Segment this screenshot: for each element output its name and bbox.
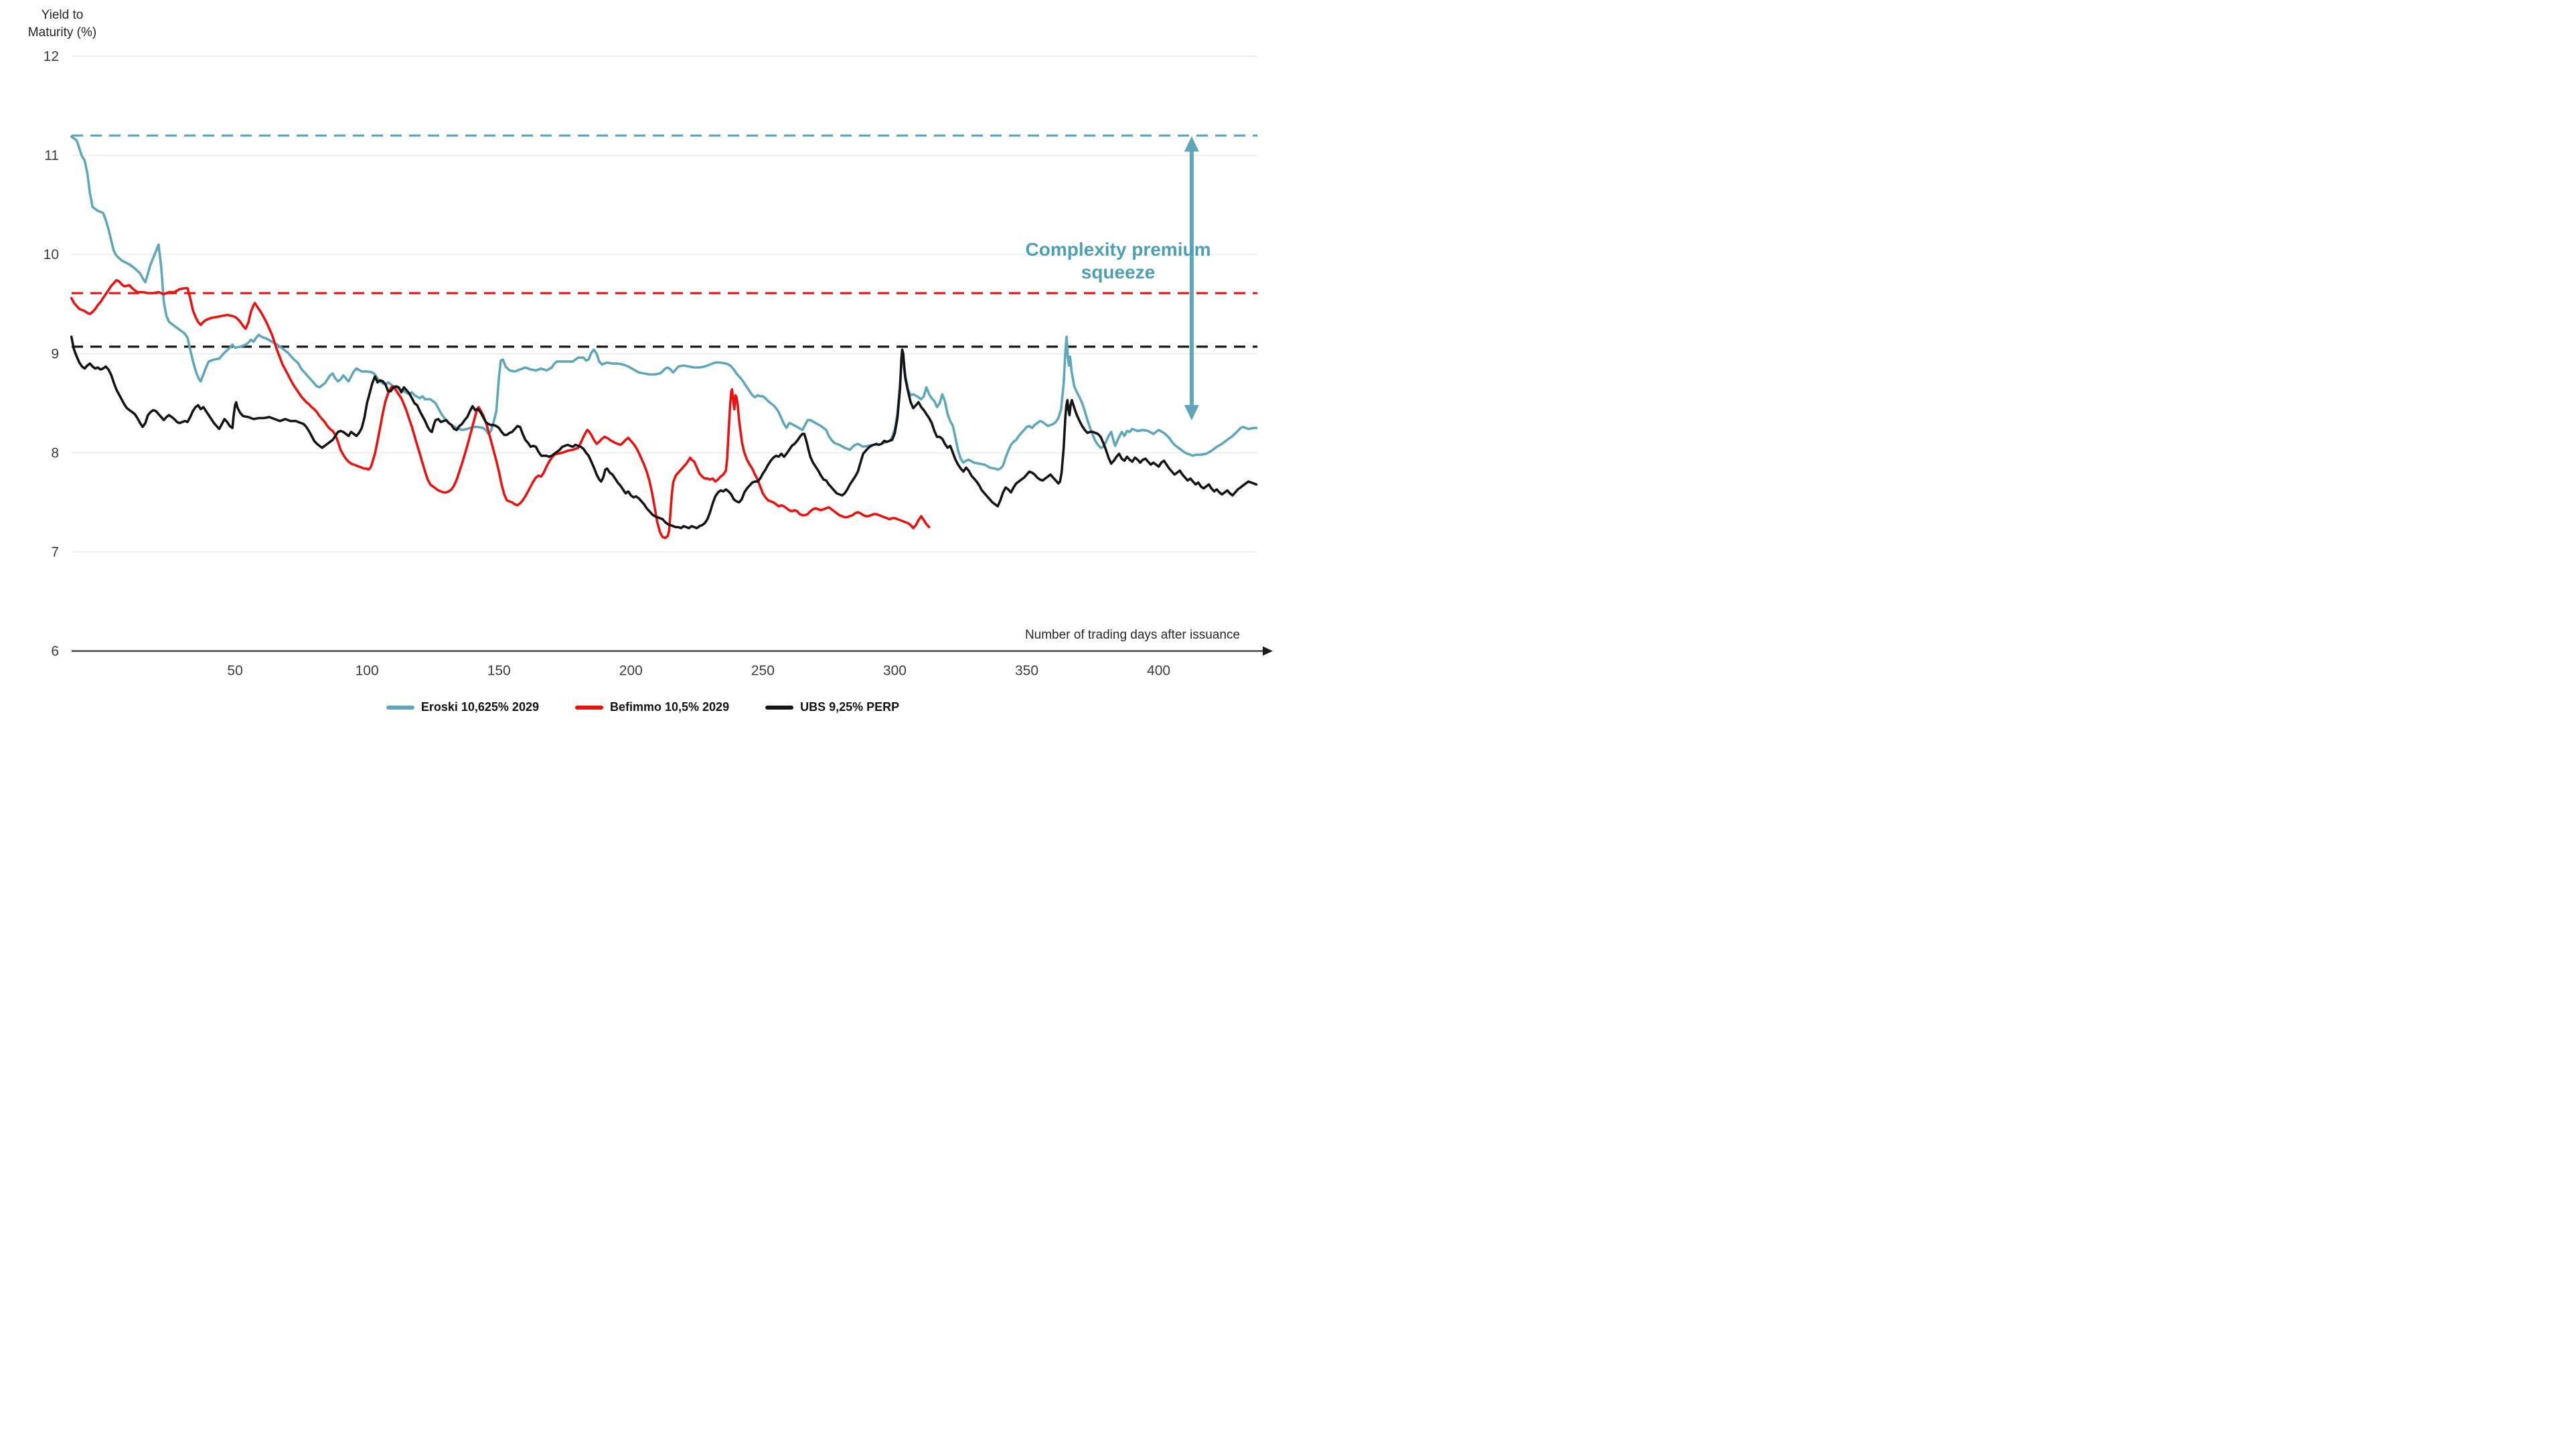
series-line-befimmo	[70, 278, 931, 540]
y-tick-label-11: 11	[44, 148, 59, 163]
y-axis-title: Yield to Maturity (%)	[12, 7, 112, 42]
y-tick-label-9: 9	[51, 346, 59, 361]
x-tick-label-100: 100	[356, 663, 379, 679]
annotation-line1: Complexity premium	[1025, 239, 1211, 260]
y-tick-label-6: 6	[51, 644, 59, 659]
y-tick-label-10: 10	[44, 247, 59, 262]
squeeze-arrow	[1184, 136, 1199, 420]
legend: Eroski 10,625% 2029 Befimmo 10,5% 2029 UBS…	[0, 700, 1286, 714]
series-line-eroski	[70, 135, 1258, 471]
annotation-complexity-premium-squeeze: Complexity premium squeeze	[998, 238, 1239, 284]
legend-swatch-eroski	[386, 705, 414, 710]
chart-canvas: Yield to Maturity (%) 12 11 10 9 8 7 6 50 100 150…	[0, 0, 1286, 728]
line-chart: 12 11 10 9 8 7 6 50 100 150 200 250 300 350 400	[44, 49, 1273, 679]
y-tick-label-8: 8	[51, 445, 59, 461]
legend-swatch-ubs	[765, 705, 794, 710]
legend-item-befimmo: Befimmo 10,5% 2029	[574, 700, 730, 714]
y-tick-label-12: 12	[44, 49, 59, 64]
legend-label-eroski: Eroski 10,625% 2029	[420, 700, 539, 714]
legend-label-befimmo: Befimmo 10,5% 2029	[609, 700, 730, 714]
legend-label-ubs: UBS 9,25% PERP	[800, 700, 900, 714]
legend-swatch-befimmo	[574, 705, 603, 710]
y-tick-label-7: 7	[51, 544, 59, 560]
x-tick-label-50: 50	[227, 663, 242, 679]
y-axis-title-line1: Yield to	[41, 8, 84, 22]
legend-item-eroski: Eroski 10,625% 2029	[386, 700, 539, 714]
y-axis-title-line2: Maturity (%)	[27, 25, 97, 39]
squeeze-arrowhead-down-icon	[1184, 404, 1199, 420]
legend-item-ubs: UBS 9,25% PERP	[765, 700, 899, 714]
x-tick-label-350: 350	[1015, 663, 1038, 679]
x-tick-label-250: 250	[751, 663, 775, 679]
series-line-ubs	[70, 335, 1258, 530]
x-tick-label-150: 150	[487, 663, 511, 679]
annotation-line2: squeeze	[1081, 262, 1156, 282]
x-axis-title: Number of trading days after issuance	[1024, 628, 1240, 642]
x-tick-label-200: 200	[619, 663, 643, 679]
x-tick-label-400: 400	[1147, 663, 1170, 679]
x-tick-label-300: 300	[883, 663, 907, 679]
x-axis-arrowhead-icon	[1263, 646, 1273, 656]
squeeze-arrowhead-up-icon	[1184, 136, 1199, 152]
